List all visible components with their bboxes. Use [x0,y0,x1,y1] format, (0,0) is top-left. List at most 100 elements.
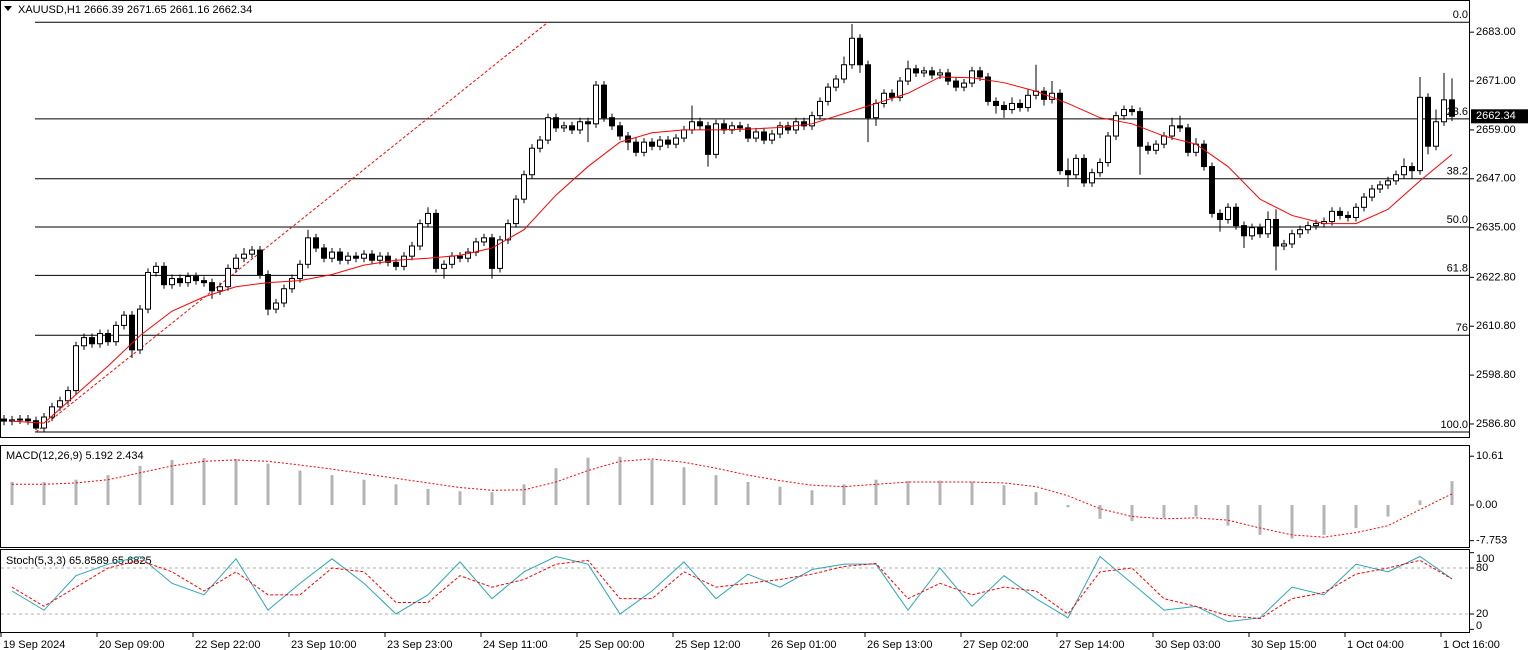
fib-label: 76 [1456,322,1468,334]
candle-body [473,241,479,253]
candle-body [1393,174,1399,182]
macd-panel [0,445,1470,548]
candle-body [1377,184,1383,190]
candle-body [433,212,439,269]
candle-body [937,72,943,76]
candle-body [1185,127,1191,153]
y-tick-label: 80 [1476,562,1488,574]
y-tick-label: 2635.00 [1476,222,1516,234]
x-tick-label: 25 Sep 12:00 [675,639,740,650]
x-tick-label: 1 Oct 16:00 [1443,639,1500,650]
menu-triangle[interactable] [4,6,12,11]
candle-body [585,121,591,125]
candle-body [1385,180,1391,186]
candle-body [257,249,263,275]
candle-body [1153,143,1159,151]
candle-body [1273,219,1279,247]
candle-body [1017,102,1023,109]
candle-body [593,84,599,125]
candle-body [369,253,375,261]
candle-body [769,133,775,141]
x-tick-label: 20 Sep 09:00 [99,639,164,650]
candle-body [233,257,239,269]
candle-body [1401,166,1407,176]
candle-body [121,314,127,326]
candle-body [657,139,663,147]
symbol: XAUUSD,H1 [18,4,81,16]
candle-body [513,198,519,225]
candle-body [185,276,191,284]
candle-body [345,255,351,261]
candle-body [1217,212,1223,221]
candle-body [801,121,807,127]
y-tick-label: 0.00 [1476,499,1497,511]
candle-body [1233,206,1239,227]
candle-body [921,70,927,74]
candle-body [1305,225,1311,231]
candle-body [385,255,391,263]
candle-body [1089,172,1095,184]
candle-body [617,125,623,137]
candle-body [689,121,695,131]
x-tick-label: 22 Sep 22:00 [195,639,260,650]
candle-body [569,125,575,131]
candle-body [265,273,271,310]
candle-body [9,419,15,422]
candle-body [105,333,111,343]
candle-body [1105,135,1111,164]
candle-body [1169,125,1175,137]
candle-body [969,70,975,84]
candle-body [809,115,815,127]
candle-body [1137,111,1143,147]
candle-body [33,420,39,429]
candle-body [1,418,7,422]
candle-body [985,76,991,102]
candle-body [393,261,399,267]
y-tick-label: -7.753 [1476,535,1507,547]
candle-body [857,37,863,66]
y-tick-label: 2622.80 [1476,271,1516,283]
candle-body [49,406,55,418]
candle-body [1329,210,1335,223]
candle-body [1433,121,1439,147]
candle-body [1113,115,1119,137]
fib-trendline [35,21,549,433]
stoch-d [11,559,1453,620]
candle-body [1369,188,1375,198]
candle-body [1209,166,1215,214]
candle-body [761,131,767,141]
candle-body [1425,96,1431,147]
close-value: 2662.34 [213,4,253,16]
candle-body [1001,104,1007,111]
x-tick-label: 30 Sep 03:00 [1155,639,1220,650]
x-tick-label: 30 Sep 15:00 [1251,639,1316,650]
y-tick-label: 10.61 [1476,450,1504,462]
fib-label: 61.8 [1447,262,1468,274]
candle-body [601,84,607,119]
candle-body [1265,219,1271,235]
candle-body [249,249,255,255]
candle-body [1129,109,1135,113]
candle-body [129,314,135,351]
candle-body [17,418,23,421]
candle-body [297,263,303,280]
candle-body [65,390,71,402]
candle-body [537,139,543,149]
candle-body [1409,166,1415,172]
y-tick-label: 2671.00 [1476,75,1516,87]
candle-body [209,282,215,292]
candle-body [641,141,647,153]
candle-body [217,286,223,292]
candle-body [609,117,615,127]
candle-body [1353,206,1359,218]
x-tick-label: 23 Sep 23:00 [387,639,452,650]
candle-body [409,245,415,257]
candle-body [737,125,743,129]
candle-body [137,308,143,351]
candle-body [465,251,471,259]
candle-body [1289,233,1295,245]
price-label-box [1471,109,1528,124]
price-panel [0,0,1470,438]
candle-body [225,267,231,288]
candle-body [241,253,247,259]
